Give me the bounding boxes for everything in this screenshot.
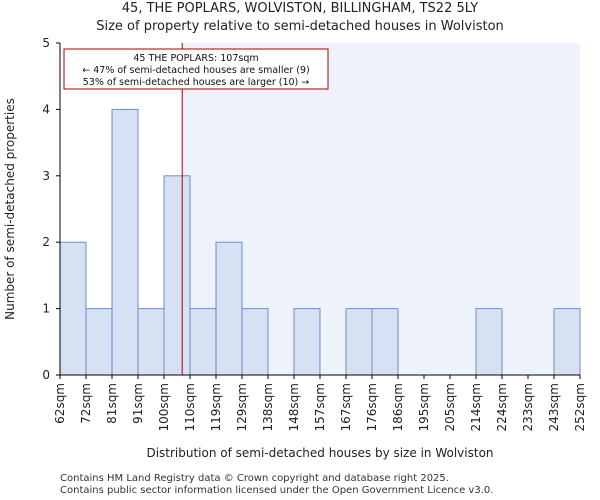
y-tick-label-1: 1 (42, 302, 50, 316)
x-tick-label-176sqm: 176sqm (365, 383, 379, 431)
annotation-line-3: 53% of semi-detached houses are larger (… (83, 77, 310, 88)
x-tick-label-252sqm: 252sqm (573, 383, 587, 431)
bar-72sqm (85, 308, 113, 376)
x-tick-label-91sqm: 91sqm (131, 383, 145, 424)
footer-licence: Contains public sector information licen… (60, 485, 494, 496)
footer-copyright: Contains HM Land Registry data © Crown c… (60, 473, 449, 484)
bar-214sqm (475, 308, 503, 376)
bar-100sqm (163, 175, 191, 376)
bar-167sqm (345, 308, 373, 376)
x-tick-label-214sqm: 214sqm (469, 383, 483, 431)
bar-62sqm (59, 241, 87, 376)
bar-176sqm (371, 308, 399, 376)
annotation-line-1: 45 THE POPLARS: 107sqm (133, 53, 258, 64)
x-tick-label-81sqm: 81sqm (105, 383, 119, 424)
x-tick-label-157sqm: 157sqm (313, 383, 327, 431)
y-tick-label-5: 5 (42, 36, 50, 50)
x-tick-label-110sqm: 110sqm (183, 383, 197, 431)
bar-chart: 0 1 2 3 4 5 62sqm 72sqm 81sqm 91sqm 100sqm 110sqm 11… (3, 36, 587, 460)
x-tick-label-148sqm: 148sqm (287, 383, 301, 431)
x-tick-label-129sqm: 129sqm (235, 383, 249, 431)
annotation-line-2: ← 47% of semi-detached houses are smalle… (82, 65, 310, 76)
x-tick-label-138sqm: 138sqm (261, 383, 275, 431)
x-tick-label-100sqm: 100sqm (157, 383, 171, 431)
x-tick-label-243sqm: 243sqm (547, 383, 561, 431)
x-tick-label-224sqm: 224sqm (495, 383, 509, 431)
bar-148sqm (293, 308, 321, 376)
bar-110sqm (189, 308, 217, 376)
x-tick-label-119sqm: 119sqm (209, 383, 223, 431)
y-axis-label: Number of semi-detached properties (3, 98, 17, 320)
annotation-box (63, 48, 329, 90)
x-tick-label-72sqm: 72sqm (79, 383, 93, 424)
bar-119sqm (215, 241, 243, 376)
bar-81sqm (111, 108, 139, 376)
x-axis-label: Distribution of semi-detached houses by … (146, 446, 493, 460)
bar-129sqm (241, 308, 269, 376)
bar-243sqm (553, 308, 581, 376)
x-tick-label-62sqm: 62sqm (53, 383, 67, 424)
bar-91sqm (137, 308, 165, 376)
chart-subtitle: Size of property relative to semi-detach… (96, 19, 504, 34)
y-tick-label-2: 2 (42, 235, 50, 249)
x-tick-label-167sqm: 167sqm (339, 383, 353, 431)
chart-title: 45, THE POPLARS, WOLVISTON, BILLINGHAM, … (121, 1, 479, 16)
y-tick-label-0: 0 (42, 368, 50, 382)
x-tick-label-186sqm: 186sqm (391, 383, 405, 431)
x-tick-label-233sqm: 233sqm (521, 383, 535, 431)
y-tick-label-4: 4 (42, 102, 50, 116)
y-tick-label-3: 3 (42, 169, 50, 183)
x-tick-label-195sqm: 195sqm (417, 383, 431, 431)
x-tick-label-205sqm: 205sqm (443, 383, 457, 431)
